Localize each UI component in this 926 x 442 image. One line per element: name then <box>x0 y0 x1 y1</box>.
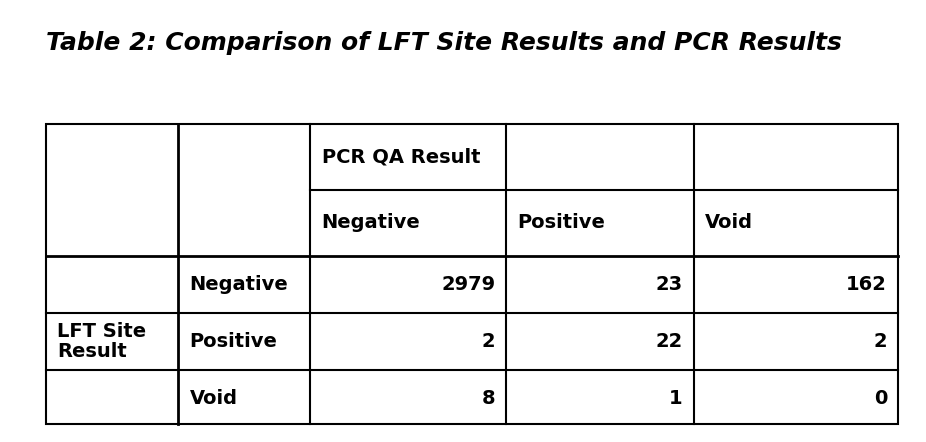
Text: Table 2: Comparison of LFT Site Results and PCR Results: Table 2: Comparison of LFT Site Results … <box>46 31 842 55</box>
Text: 2: 2 <box>873 332 887 351</box>
Text: Positive: Positive <box>190 332 277 351</box>
Text: 8: 8 <box>482 389 495 408</box>
Text: PCR QA Result: PCR QA Result <box>321 147 480 166</box>
Text: Result: Result <box>57 342 127 361</box>
Text: Negative: Negative <box>321 213 420 232</box>
Text: 23: 23 <box>656 275 682 294</box>
Text: 1: 1 <box>669 389 682 408</box>
Text: 0: 0 <box>874 389 887 408</box>
Text: 22: 22 <box>656 332 682 351</box>
Text: 2: 2 <box>482 332 495 351</box>
Text: Positive: Positive <box>518 213 606 232</box>
Text: LFT Site: LFT Site <box>57 322 146 341</box>
Text: Negative: Negative <box>190 275 288 294</box>
Text: 162: 162 <box>846 275 887 294</box>
Text: 2979: 2979 <box>441 275 495 294</box>
Text: Void: Void <box>190 389 237 408</box>
Text: Void: Void <box>705 213 753 232</box>
